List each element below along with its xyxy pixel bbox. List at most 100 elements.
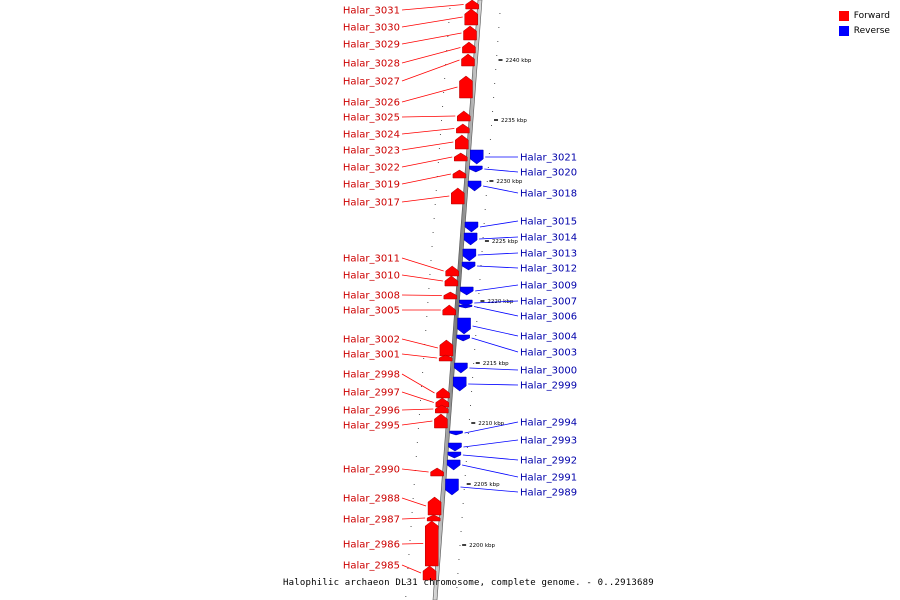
guide-dot [467, 433, 469, 434]
forward-gene-connector [401, 156, 453, 168]
forward-gene-connector [401, 517, 426, 520]
forward-gene-block [424, 520, 439, 567]
forward-gene-block [426, 514, 441, 522]
tick-label: 2225 kbp [492, 239, 518, 245]
reverse-gene-label: Halar_2999 [520, 381, 577, 392]
forward-gene-block [465, 0, 479, 10]
guide-dot [480, 265, 482, 266]
reverse-gene-block [446, 459, 461, 471]
forward-gene-block [444, 275, 459, 287]
forward-gene-label: Halar_2988 [343, 494, 400, 505]
reverse-gene-label: Halar_2991 [520, 473, 577, 484]
guide-dot [442, 106, 444, 107]
reverse-gene-label: Halar_3020 [520, 168, 577, 179]
reverse-gene-connector [477, 265, 519, 269]
forward-gene-connector [401, 59, 460, 82]
guide-dot [494, 83, 496, 84]
guide-dot [493, 97, 495, 98]
forward-gene-label: Halar_3028 [343, 59, 400, 70]
guide-dot [468, 419, 470, 420]
reverse-gene-label: Halar_3015 [520, 217, 577, 228]
guide-dot [499, 13, 501, 14]
reverse-gene-connector [477, 252, 519, 256]
reverse-gene-block [459, 286, 474, 296]
reverse-gene-label: Halar_3000 [520, 366, 577, 377]
forward-gene-label: Halar_3001 [343, 350, 400, 361]
guide-dot [432, 232, 434, 233]
guide-dot [491, 125, 492, 126]
guide-dot [420, 400, 421, 401]
reverse-gene-block [467, 180, 482, 192]
guide-dot [495, 69, 497, 70]
reverse-gene-connector [474, 300, 519, 304]
guide-dot [485, 195, 487, 196]
forward-gene-label: Halar_3002 [343, 335, 400, 346]
guide-dot [426, 316, 428, 317]
guide-dot [425, 330, 427, 331]
guide-dot [479, 279, 481, 280]
forward-gene-connector [401, 543, 424, 545]
forward-gene-connector [401, 128, 455, 135]
forward-gene-block [445, 265, 459, 277]
forward-gene-connector [401, 353, 438, 359]
legend-item-reverse: Reverse [838, 23, 890, 38]
guide-dot [422, 372, 424, 373]
reverse-gene-connector [468, 383, 519, 386]
reverse-gene-block [463, 232, 478, 246]
guide-dot [423, 358, 425, 359]
forward-gene-label: Halar_3026 [343, 98, 400, 109]
reverse-gene-connector [463, 439, 519, 448]
forward-gene-block [436, 387, 450, 399]
guide-dot [439, 134, 441, 135]
guide-dot [406, 582, 408, 583]
reverse-gene-block [452, 376, 467, 392]
reverse-gene-block [447, 451, 462, 459]
reverse-gene-label: Halar_3003 [520, 348, 577, 359]
legend-label-forward: Forward [853, 10, 890, 21]
guide-dot [417, 428, 419, 429]
forward-gene-block [438, 354, 453, 362]
forward-gene-connector [401, 294, 442, 296]
forward-gene-connector [401, 195, 450, 203]
forward-gene-label: Halar_2985 [343, 561, 400, 572]
guide-dot [484, 209, 486, 210]
forward-gene-label: Halar_3030 [343, 23, 400, 34]
reverse-gene-block [449, 430, 463, 436]
guide-dot [465, 461, 467, 462]
forward-gene-block [422, 565, 437, 581]
reverse-gene-label: Halar_3013 [520, 249, 577, 260]
guide-dot [471, 391, 473, 392]
forward-gene-label: Halar_2987 [343, 515, 400, 526]
guide-dot [498, 27, 500, 28]
reverse-gene-block [464, 221, 479, 233]
forward-gene-block [457, 110, 471, 122]
reverse-gene-block [469, 149, 484, 165]
reverse-gene-label: Halar_3006 [520, 312, 577, 323]
forward-gene-label: Halar_3019 [343, 180, 400, 191]
forward-gene-block [462, 41, 476, 54]
tick-label: 2200 kbp [469, 543, 495, 549]
tick-label: 2205 kbp [474, 482, 500, 488]
forward-gene-connector [401, 86, 458, 103]
reverse-gene-connector [464, 421, 519, 434]
reverse-gene-label: Halar_3012 [520, 264, 577, 275]
reverse-gene-label: Halar_2993 [520, 436, 577, 447]
forward-gene-block [434, 413, 448, 429]
guide-dot [478, 293, 480, 294]
forward-gene-label: Halar_3010 [343, 271, 400, 282]
forward-gene-label: Halar_3022 [343, 163, 400, 174]
forward-gene-block [455, 134, 469, 150]
guide-dot [433, 218, 435, 219]
guide-dot [405, 596, 407, 597]
guide-dot [488, 153, 490, 154]
guide-dot [472, 377, 474, 378]
forward-gene-label: Halar_2998 [343, 370, 400, 381]
forward-gene-block [430, 467, 444, 477]
forward-gene-block [443, 291, 458, 300]
reverse-gene-label: Halar_3018 [520, 189, 577, 200]
guide-dot [496, 55, 498, 56]
reverse-gene-label: Halar_2994 [520, 418, 577, 429]
reverse-gene-label: Halar_2989 [520, 488, 577, 499]
reverse-gene-label: Halar_3004 [520, 332, 577, 343]
guide-dot [447, 36, 449, 37]
